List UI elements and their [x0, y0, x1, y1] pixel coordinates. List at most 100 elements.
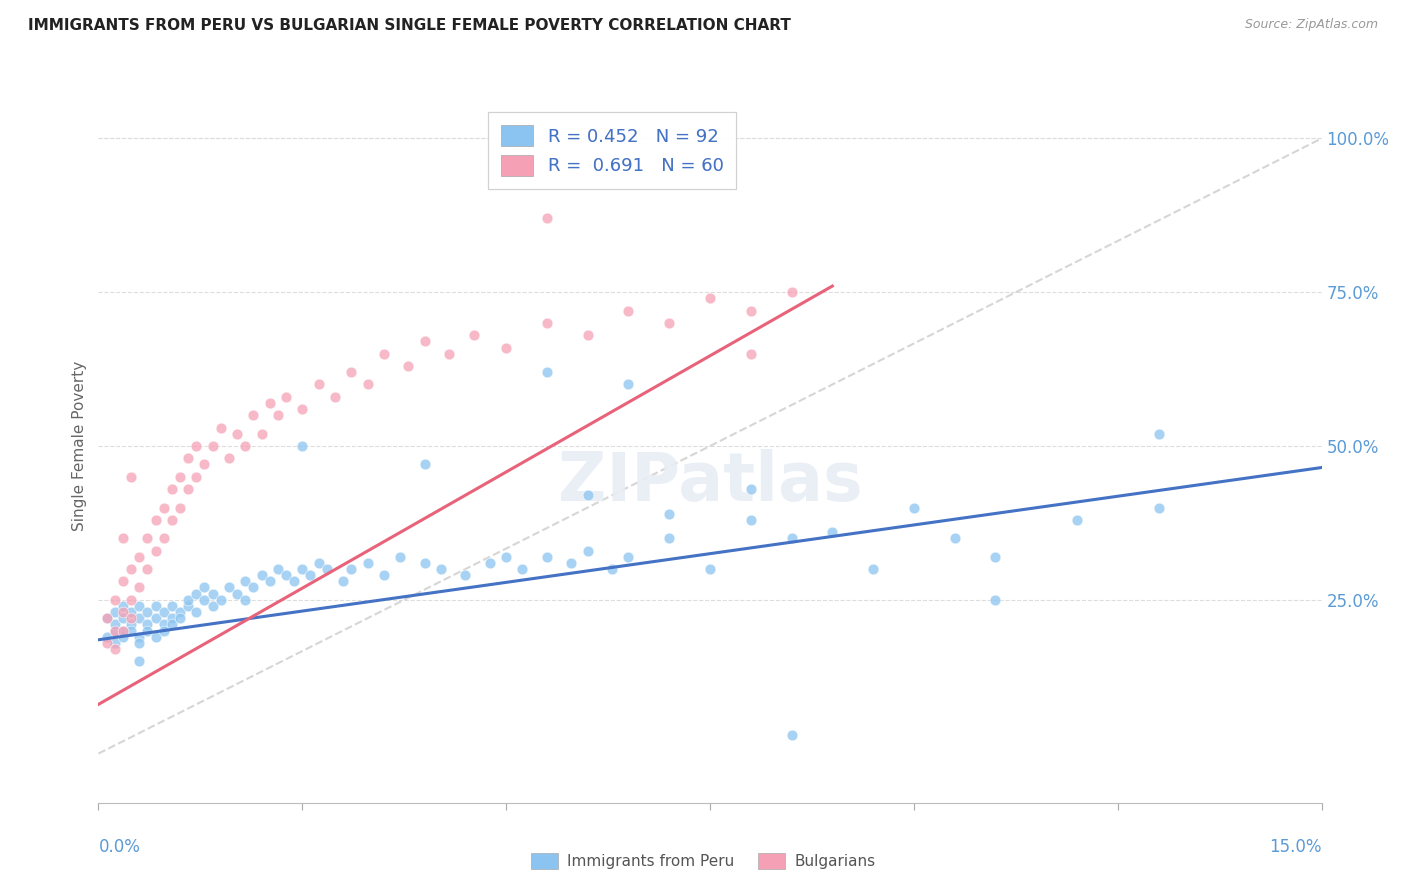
Point	[193, 581, 215, 595]
Point	[128, 599, 150, 613]
Point	[152, 624, 174, 638]
Point	[576, 488, 599, 502]
Point	[1147, 500, 1170, 515]
Point	[128, 611, 150, 625]
Point	[267, 409, 290, 423]
Point	[617, 377, 640, 392]
Point	[186, 439, 208, 453]
Point	[111, 630, 134, 644]
Point	[780, 285, 803, 300]
Point	[186, 469, 208, 483]
Point	[209, 420, 232, 434]
Point	[340, 562, 363, 576]
Point	[413, 334, 436, 349]
Point	[315, 562, 337, 576]
Point	[104, 605, 127, 619]
Point	[242, 581, 264, 595]
Point	[104, 636, 127, 650]
Point	[780, 531, 803, 545]
Point	[186, 605, 208, 619]
Legend: R = 0.452   N = 92, R =  0.691   N = 60: R = 0.452 N = 92, R = 0.691 N = 60	[488, 112, 737, 188]
Point	[177, 451, 200, 466]
Point	[177, 592, 200, 607]
Point	[250, 426, 273, 441]
Point	[291, 439, 314, 453]
Point	[226, 426, 249, 441]
Point	[201, 439, 224, 453]
Point	[111, 611, 134, 625]
Point	[373, 568, 395, 582]
Point	[576, 328, 599, 343]
Point	[250, 568, 273, 582]
Point	[193, 458, 215, 472]
Point	[152, 605, 174, 619]
Text: IMMIGRANTS FROM PERU VS BULGARIAN SINGLE FEMALE POVERTY CORRELATION CHART: IMMIGRANTS FROM PERU VS BULGARIAN SINGLE…	[28, 18, 792, 33]
Point	[128, 630, 150, 644]
Point	[323, 390, 346, 404]
Point	[242, 409, 264, 423]
Point	[209, 592, 232, 607]
Point	[478, 556, 501, 570]
Point	[536, 316, 558, 330]
Point	[169, 605, 191, 619]
Point	[128, 654, 150, 668]
Point	[617, 549, 640, 564]
Point	[821, 525, 844, 540]
Point	[396, 359, 419, 373]
Point	[120, 611, 142, 625]
Legend: Immigrants from Peru, Bulgarians: Immigrants from Peru, Bulgarians	[524, 847, 882, 875]
Point	[1147, 426, 1170, 441]
Point	[111, 599, 134, 613]
Point	[740, 513, 762, 527]
Point	[536, 549, 558, 564]
Point	[120, 469, 142, 483]
Point	[1066, 513, 1088, 527]
Point	[283, 574, 305, 589]
Point	[104, 642, 127, 657]
Point	[437, 347, 460, 361]
Point	[96, 611, 118, 625]
Point	[145, 513, 167, 527]
Point	[120, 592, 142, 607]
Point	[740, 347, 762, 361]
Point	[740, 482, 762, 496]
Point	[576, 543, 599, 558]
Text: ZIPatlas: ZIPatlas	[558, 449, 862, 515]
Point	[658, 316, 681, 330]
Point	[120, 562, 142, 576]
Point	[136, 624, 159, 638]
Point	[454, 568, 477, 582]
Point	[984, 549, 1007, 564]
Point	[862, 562, 884, 576]
Point	[104, 592, 127, 607]
Point	[291, 562, 314, 576]
Point	[145, 611, 167, 625]
Point	[96, 630, 118, 644]
Point	[430, 562, 453, 576]
Point	[463, 328, 485, 343]
Point	[332, 574, 354, 589]
Point	[218, 451, 240, 466]
Point	[128, 636, 150, 650]
Point	[160, 617, 183, 632]
Point	[274, 568, 297, 582]
Point	[186, 587, 208, 601]
Point	[413, 458, 436, 472]
Point	[903, 500, 925, 515]
Point	[340, 365, 363, 379]
Point	[169, 500, 191, 515]
Point	[291, 402, 314, 417]
Point	[658, 531, 681, 545]
Point	[120, 605, 142, 619]
Point	[226, 587, 249, 601]
Point	[120, 617, 142, 632]
Point	[111, 624, 134, 638]
Point	[218, 581, 240, 595]
Point	[177, 599, 200, 613]
Point	[259, 574, 281, 589]
Point	[111, 624, 134, 638]
Point	[617, 303, 640, 318]
Point	[152, 531, 174, 545]
Point	[111, 605, 134, 619]
Point	[536, 211, 558, 226]
